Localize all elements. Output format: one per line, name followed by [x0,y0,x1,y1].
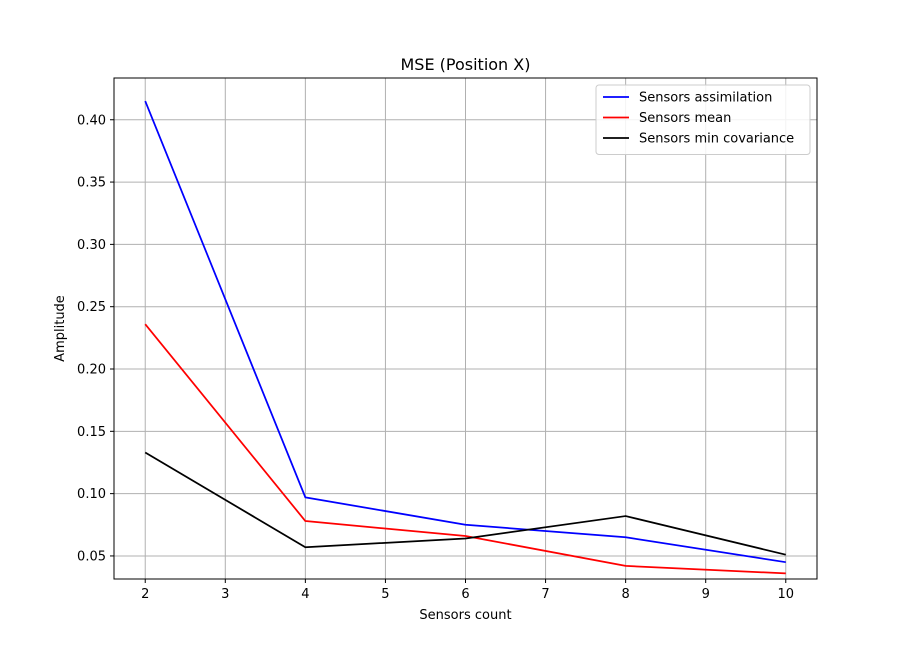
x-tick-label: 6 [461,587,469,602]
x-axis-label: Sensors count [419,608,511,623]
x-tick-label: 10 [777,587,794,602]
legend-box [595,84,811,155]
y-tick-label: 0.30 [77,238,106,253]
y-tick-label: 0.10 [77,487,106,502]
x-tick-label: 7 [541,587,549,602]
x-tick-label: 5 [381,587,389,602]
legend: Sensors assimilation Sensors mean Sensors … [595,84,811,155]
series-line [144,100,786,564]
legend-label: Sensors min covariance [639,132,794,147]
y-tick-label: 0.40 [77,113,106,128]
y-tick-label: 0.20 [77,363,106,378]
ticks: 2 3 4 5 6 7 8 9 10 0.05 0.10 0.15 0.20 0.25 0.30 0.35 0.… [77,113,794,602]
y-tick-label: 0.15 [77,425,106,440]
y-axis-label: Amplitude [53,295,68,362]
series-line [144,323,786,575]
legend-label: Sensors assimilation [639,91,772,106]
y-tick-label: 0.25 [77,300,106,315]
x-tick-label: 8 [621,587,629,602]
chart-title: MSE (Position X) [401,55,531,74]
series-line [144,451,786,556]
y-tick-label: 0.35 [77,176,106,191]
x-tick-label: 9 [702,587,710,602]
x-tick-label: 3 [221,587,229,602]
y-tick-label: 0.05 [77,549,106,564]
x-tick-label: 4 [301,587,309,602]
series-layer [144,100,786,575]
legend-label: Sensors mean [639,111,731,126]
x-tick-label: 2 [141,587,149,602]
